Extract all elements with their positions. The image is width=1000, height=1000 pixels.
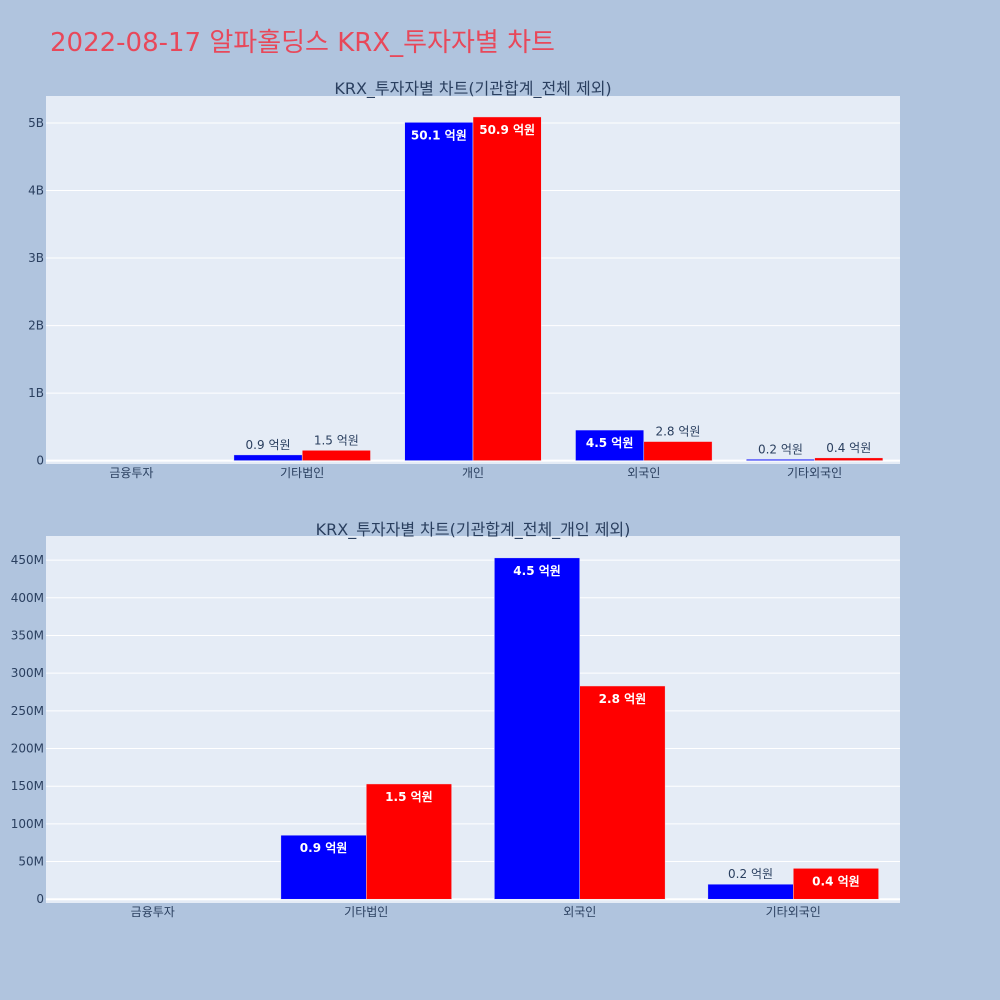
bar <box>793 868 879 900</box>
y-tick-label: 50M <box>18 855 44 869</box>
bar <box>404 122 474 461</box>
y-tick-label: 450M <box>11 553 44 567</box>
data-label: 0.4 억원 <box>826 441 871 455</box>
y-tick-label: 3B <box>28 251 44 265</box>
bar <box>301 450 371 461</box>
bar <box>280 834 367 900</box>
data-label: 4.5 억원 <box>586 436 634 450</box>
y-tick-label: 2B <box>28 319 44 333</box>
chart-excl-individual: KRX_투자자별 차트(기관합계_전체_개인 제외) 0 50M 100M 150M 20… <box>11 520 900 919</box>
data-label: 0.2 억원 <box>728 867 773 881</box>
page-title: 2022-08-17 알파홀딩스 KRX_투자자별 차트 <box>50 28 555 58</box>
y-tick-label: 100M <box>11 817 44 831</box>
x-tick-label: 기타외국인 <box>787 466 842 480</box>
y-tick-label: 350M <box>11 628 44 642</box>
y-tick-label: 0 <box>36 454 44 468</box>
data-label: 50.1 억원 <box>411 128 467 142</box>
x-tick-label: 기타법인 <box>280 466 324 480</box>
y-tick-label: 250M <box>11 704 44 718</box>
bar <box>814 457 884 461</box>
plot-area <box>46 536 900 903</box>
data-label: 0.4 억원 <box>812 874 860 888</box>
y-tick-label: 0 <box>36 892 44 906</box>
bar <box>494 557 581 900</box>
data-label: 50.9 억원 <box>479 123 535 137</box>
x-tick-label: 외국인 <box>627 466 660 480</box>
bar <box>643 441 713 461</box>
y-tick-label: 150M <box>11 779 44 793</box>
x-tick-label: 금융투자 <box>109 466 153 480</box>
bar <box>746 459 815 461</box>
bar <box>366 783 452 900</box>
x-tick-label: 기타법인 <box>344 905 388 919</box>
y-tick-label: 4B <box>28 184 44 198</box>
data-label: 1.5 억원 <box>385 790 433 804</box>
data-label: 1.5 억원 <box>314 433 359 447</box>
bar <box>575 429 645 461</box>
y-tick-label: 5B <box>28 116 44 130</box>
bar <box>233 454 303 461</box>
data-label: 4.5 억원 <box>513 564 561 578</box>
x-tick-label: 외국인 <box>563 905 596 919</box>
data-label: 0.9 억원 <box>300 841 348 855</box>
bar <box>579 685 666 900</box>
bar <box>472 116 542 461</box>
data-label: 2.8 억원 <box>599 692 647 706</box>
y-tick-label: 1B <box>28 386 44 400</box>
x-tick-label: 금융투자 <box>131 905 175 919</box>
y-tick-label: 400M <box>11 591 44 605</box>
x-tick-label: 개인 <box>462 466 484 480</box>
x-tick-label: 기타외국인 <box>766 905 821 919</box>
chart-title: KRX_투자자별 차트(기관합계_전체 제외) <box>334 79 611 99</box>
data-label: 0.2 억원 <box>758 442 803 456</box>
data-label: 0.9 억원 <box>246 438 291 452</box>
y-tick-label: 300M <box>11 666 44 680</box>
chart-all-investors: KRX_투자자별 차트(기관합계_전체 제외) 0 1B 2B 3B 4B 5B 금융투자 기타… <box>28 79 900 480</box>
bar <box>707 883 794 900</box>
data-label: 2.8 억원 <box>655 425 700 439</box>
chart-title: KRX_투자자별 차트(기관합계_전체_개인 제외) <box>316 520 631 540</box>
y-tick-label: 200M <box>11 742 44 756</box>
